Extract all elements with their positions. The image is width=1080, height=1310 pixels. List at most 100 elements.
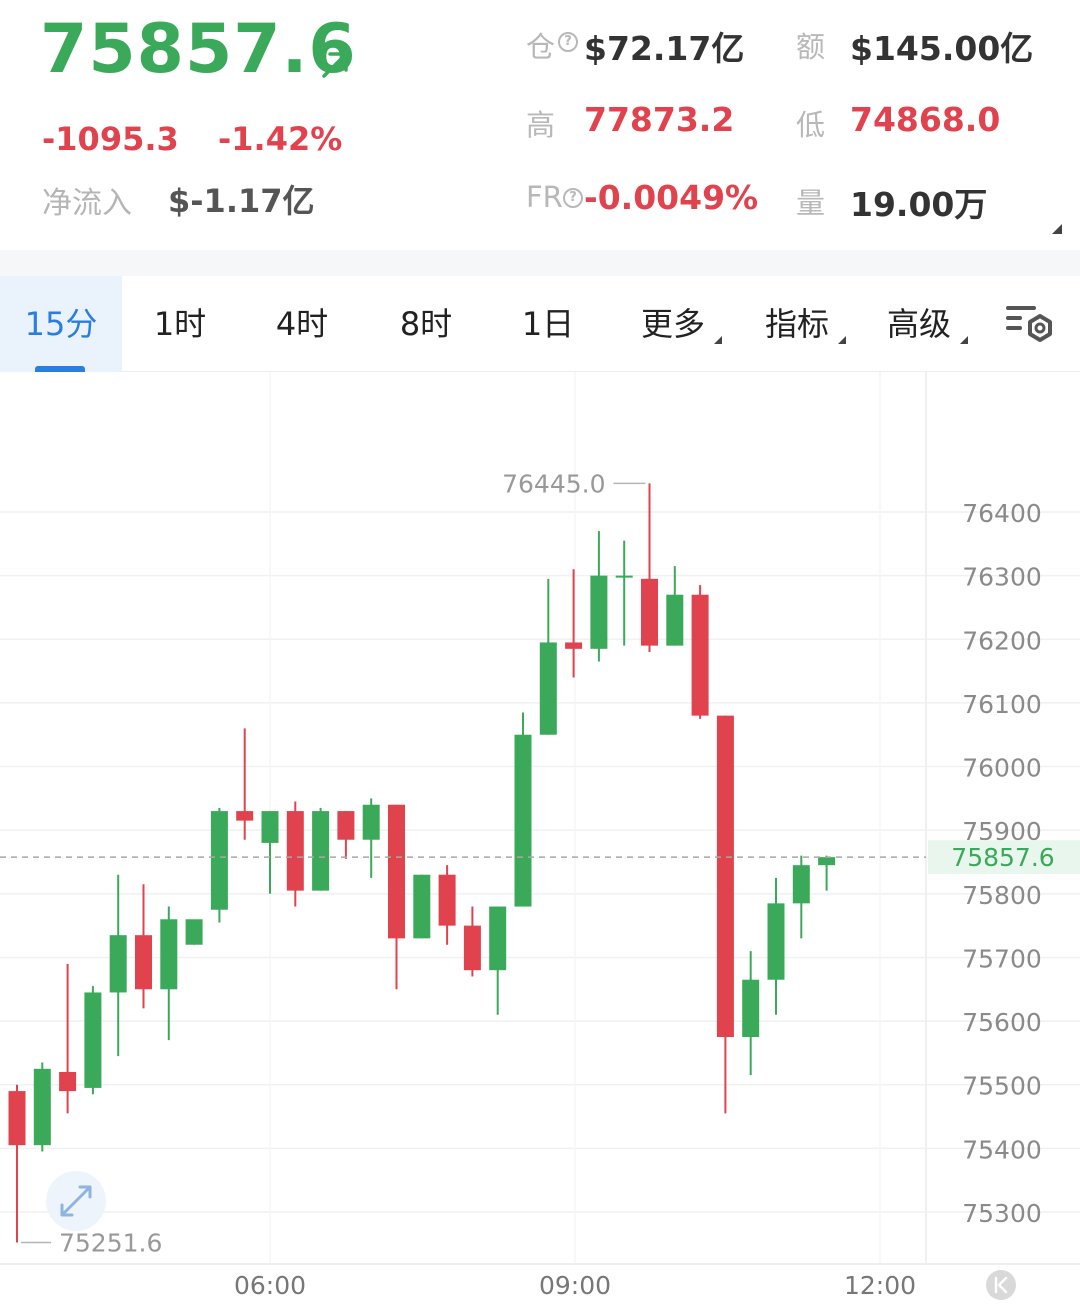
chart-annotations: 75857.6 76445.0 75251.6 [0,469,1080,1258]
y-tick-label: 76000 [962,754,1042,783]
high-label: 高 [526,108,556,142]
candle [337,811,355,859]
turnover-value: $145.00亿 [850,29,1034,68]
interval-tabs: 15分 1时 4时 8时 1日 更多 指标 高级 [0,276,1080,372]
candle-body [261,811,279,843]
candle-body [565,642,583,649]
chevron-down-icon [714,336,722,344]
y-tick-label: 75600 [962,1008,1042,1037]
x-tick-label: 06:00 [234,1271,306,1300]
collapse-icon[interactable] [986,1270,1016,1300]
x-tick-label: 09:00 [539,1271,611,1300]
candle [362,798,380,878]
candle [792,855,810,939]
candle-body [286,811,304,891]
candle-body [742,979,760,1037]
candle-body [135,935,152,990]
chart-grid [0,372,1080,1265]
y-tick-label: 75700 [962,944,1042,973]
active-tab-indicator [35,366,85,372]
candle [135,884,152,1009]
candle [438,865,456,945]
high-value: 77873.2 [584,100,735,139]
candle-body [59,1072,77,1092]
candles [8,483,836,1243]
x-axis-labels: 06:00 09:00 12:00 [234,1271,916,1300]
candle-body [691,594,709,716]
candle-body [818,857,836,866]
section-divider [0,250,1080,276]
open-interest-value: $72.17亿 [584,29,745,68]
candle-body [514,734,532,907]
candle [312,807,330,891]
candle-body [539,642,557,735]
candle [261,811,279,894]
candle [463,906,481,977]
candle [590,531,608,662]
tab-more[interactable]: 更多 [640,305,705,343]
fullscreen-icon[interactable] [46,1171,106,1231]
candle-body [312,811,330,891]
tab-advanced[interactable]: 高级 [886,305,951,343]
candle [716,715,734,1114]
funding-rate-value: -0.0049% [584,178,759,217]
candle-body [641,578,658,646]
candle [33,1062,51,1152]
candle [8,1084,26,1243]
tab-1h[interactable]: 1时 [153,305,207,343]
tab-1d[interactable]: 1日 [521,305,575,343]
candle-body [463,925,481,971]
tab-indicators[interactable]: 指标 [764,305,829,343]
settings-icon[interactable] [1004,302,1054,348]
candle [210,807,228,923]
arrow-up-right-icon [322,52,348,78]
candle [742,951,760,1076]
tab-15m[interactable]: 15分 [0,276,122,372]
candle-body [33,1068,51,1146]
candle [59,963,77,1114]
candle [691,585,709,719]
candle [84,986,102,1095]
change-percent: -1.42% [218,120,343,158]
last-price-label: 75857.6 [951,843,1054,872]
open-interest-label: 仓 [526,30,556,64]
help-icon[interactable]: ? [558,32,578,52]
candle-body [8,1091,26,1146]
candle [615,540,633,646]
y-tick-label: 76400 [962,499,1042,528]
y-tick-label: 76200 [962,626,1042,655]
volume-label: 量 [796,186,826,220]
last-price-tag [928,840,1080,875]
help-icon[interactable]: ? [563,188,583,208]
candle-body [413,874,431,939]
y-tick-label: 75300 [962,1199,1042,1228]
candle [185,919,203,945]
chevron-down-icon [838,336,846,344]
y-tick-label: 76300 [962,563,1042,592]
candle [109,874,127,1057]
candle-body [590,575,608,649]
candle-body [615,575,633,578]
candle [514,712,532,907]
turnover-label: 额 [796,30,826,64]
tab-4h[interactable]: 4时 [275,305,329,343]
candle [413,874,431,939]
net-inflow-label: 净流入 [42,186,132,221]
last-price: 75857.6 [40,10,357,89]
candle [236,728,254,840]
candlestick-chart[interactable]: 7640076300762007610076000759007580075700… [0,372,1080,1310]
tab-8h[interactable]: 8时 [399,305,453,343]
candle [818,855,836,891]
candle-body [438,874,456,926]
candle-body [388,804,405,939]
candle [565,569,583,678]
ticker-header: 75857.6 -1095.3 -1.42% 净流入 $-1.17亿 仓 ? $… [0,0,1080,250]
max-price-label: 76445.0 [502,469,605,498]
funding-rate-label: FR [526,180,563,214]
candle [539,578,557,735]
low-value: 74868.0 [850,100,1001,139]
expand-corner-icon[interactable] [1052,224,1062,234]
candle [767,877,785,1015]
candle-body [792,865,810,904]
candle-body [210,811,228,910]
